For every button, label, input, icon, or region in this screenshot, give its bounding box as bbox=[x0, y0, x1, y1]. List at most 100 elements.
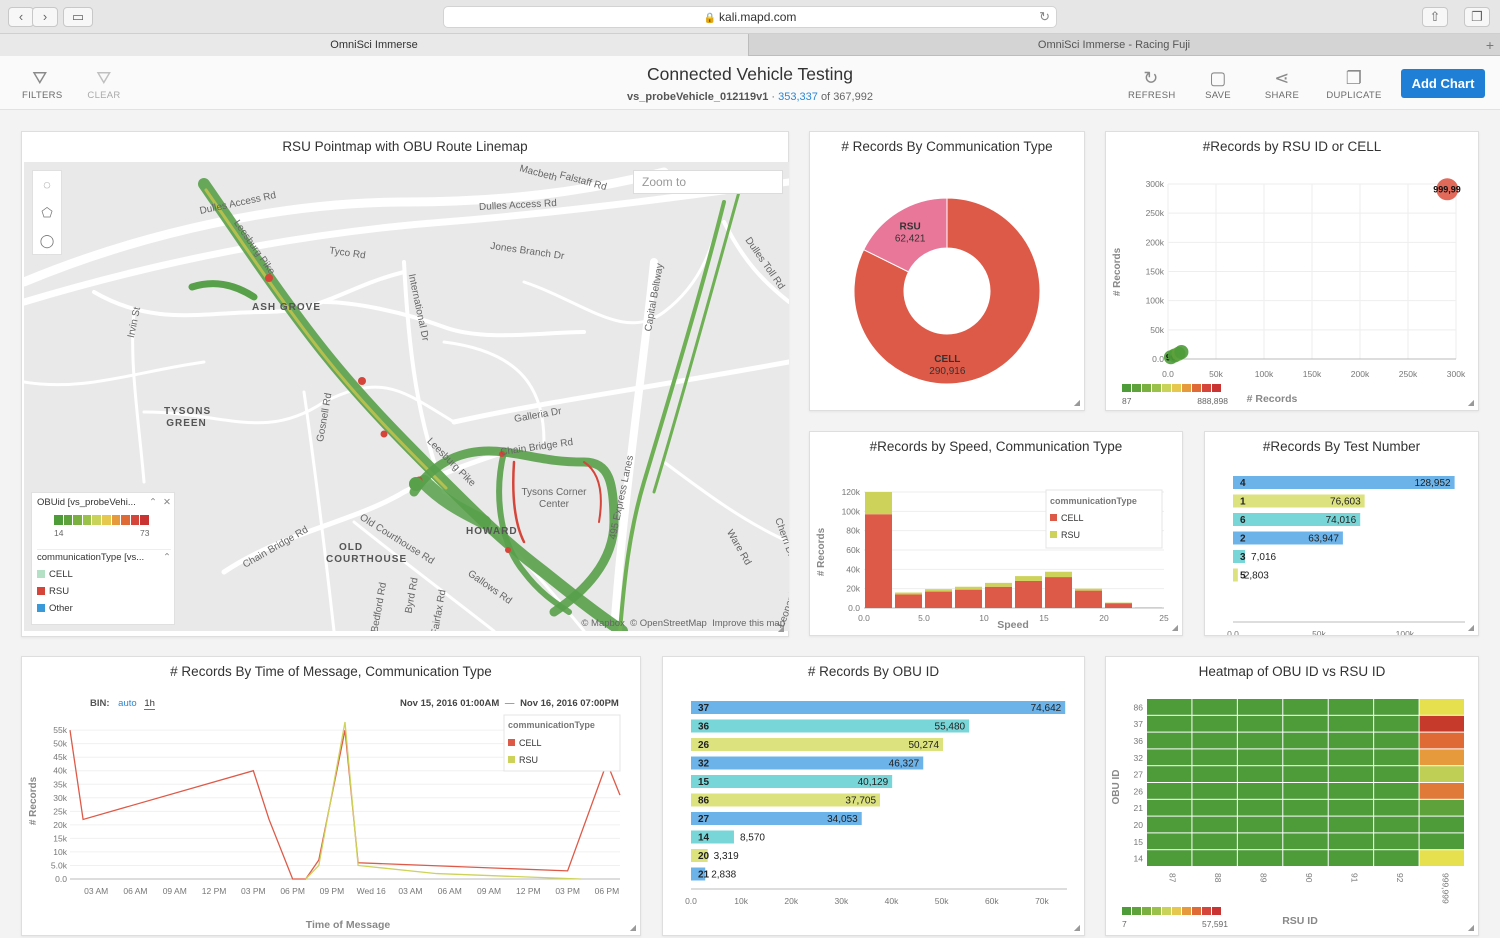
resize-handle-icon[interactable]: ◢ bbox=[1073, 923, 1080, 932]
testnum-card: #Records By Test Number 0.0 50k 100k 4 128,9… bbox=[1204, 431, 1479, 636]
forward-button[interactable]: › bbox=[32, 7, 58, 27]
tabs-overview-button[interactable]: ❐ bbox=[1464, 7, 1490, 27]
zoom-to-input[interactable]: Zoom to bbox=[633, 170, 783, 194]
collapse-icon[interactable]: ⌃ bbox=[149, 497, 157, 508]
scatter-point bbox=[1436, 178, 1459, 201]
attrib-osm[interactable]: © OpenStreetMap bbox=[630, 618, 707, 629]
attrib-improve[interactable]: Improve this map bbox=[712, 618, 785, 629]
legend-title-commtype: communicationType [vs... ⌃ bbox=[37, 549, 171, 563]
bar-category: 27 bbox=[698, 814, 710, 825]
y-tick-label: 15k bbox=[53, 833, 67, 843]
bin-control: BIN: auto 1h bbox=[90, 698, 155, 710]
x-tick-label: 91 bbox=[1349, 873, 1359, 883]
share-page-button[interactable]: ⇧ bbox=[1422, 7, 1448, 27]
heatmap-cell bbox=[1374, 715, 1419, 732]
back-button[interactable]: ‹ bbox=[8, 7, 34, 27]
legend-swatch bbox=[37, 570, 45, 578]
resize-handle-icon[interactable]: ◢ bbox=[629, 923, 636, 932]
legend-swatch bbox=[1142, 907, 1151, 915]
x-tick-label: 200k bbox=[1351, 369, 1370, 379]
save-button[interactable]: ▢ SAVE bbox=[1203, 68, 1233, 101]
lasso-select-icon[interactable]: ◯ bbox=[39, 233, 55, 248]
refresh-button[interactable]: ↻ REFRESH bbox=[1128, 68, 1175, 101]
legend-swatch bbox=[1122, 907, 1131, 915]
x-tick-label: 12 PM bbox=[516, 886, 541, 896]
legend-gradient-step bbox=[54, 515, 63, 525]
resize-handle-icon[interactable]: ◢ bbox=[1467, 923, 1474, 932]
bar-category: 5 bbox=[1240, 571, 1246, 582]
bar-row bbox=[691, 867, 706, 881]
legend-swatch bbox=[1142, 384, 1151, 392]
y-tick-label: 60k bbox=[846, 545, 860, 555]
add-chart-button[interactable]: Add Chart bbox=[1401, 69, 1485, 98]
heatmap-cell bbox=[1328, 833, 1374, 850]
y-axis-label: # Records bbox=[1112, 247, 1123, 296]
x-tick-label: 0.0 bbox=[858, 613, 870, 623]
bar-value: 40,129 bbox=[858, 777, 889, 788]
legend-item-other[interactable]: Other bbox=[37, 603, 73, 614]
y-tick-label: 100k bbox=[1146, 296, 1165, 306]
resize-handle-icon[interactable]: ◢ bbox=[1171, 623, 1178, 632]
filters-button[interactable]: ⛛ FILTERS bbox=[22, 68, 62, 101]
sidebar-toggle-button[interactable]: ▭ bbox=[63, 7, 93, 27]
resize-handle-icon[interactable]: ◢ bbox=[1467, 623, 1474, 632]
legend-title: communicationType bbox=[1050, 496, 1137, 506]
legend-swatch bbox=[1050, 531, 1057, 538]
circle-select-icon[interactable]: ◌ bbox=[43, 177, 51, 192]
address-bar[interactable]: 🔒 kali.mapd.com ↻ bbox=[443, 6, 1057, 28]
legend-item-rsu[interactable]: RSU bbox=[37, 586, 69, 597]
x-tick-label: 03 PM bbox=[555, 886, 580, 896]
heatmap-cell bbox=[1328, 783, 1374, 799]
collapse-icon[interactable]: ⌃ bbox=[163, 552, 171, 563]
browser-toolbar: ‹ › ▭ 🔒 kali.mapd.com ↻ ⇧ ❐ bbox=[0, 0, 1500, 34]
bar-row bbox=[691, 719, 970, 733]
area-label: OLD COURTHOUSE bbox=[326, 542, 408, 565]
y-axis-label: OBU ID bbox=[1111, 770, 1122, 805]
browser-tab-omnisci[interactable]: OmniSci Immerse bbox=[0, 34, 749, 56]
heatmap-cell bbox=[1328, 799, 1374, 816]
range-start[interactable]: Nov 15, 2016 01:00AM bbox=[400, 698, 500, 709]
bar-category: 1 bbox=[1240, 497, 1246, 508]
bar-row bbox=[691, 849, 708, 862]
heatmap-cell bbox=[1283, 732, 1328, 749]
x-tick-label: 50k bbox=[935, 896, 949, 906]
lock-icon: 🔒 bbox=[703, 13, 717, 24]
close-icon[interactable]: ✕ bbox=[163, 497, 171, 508]
resize-handle-icon[interactable]: ◢ bbox=[777, 624, 784, 633]
line-rsu bbox=[305, 721, 581, 880]
legend-max: 57,591 bbox=[1202, 919, 1228, 929]
clear-button[interactable]: ⛛ CLEAR bbox=[86, 68, 122, 101]
polygon-select-icon[interactable]: ⬠ bbox=[41, 205, 53, 220]
share-button[interactable]: ⋖ SHARE bbox=[1264, 68, 1300, 101]
legend-gradient-step bbox=[63, 515, 73, 525]
reload-icon[interactable]: ↻ bbox=[1039, 9, 1050, 24]
bar-value: 50,274 bbox=[908, 740, 939, 751]
new-tab-button[interactable]: + bbox=[1485, 37, 1495, 53]
heatmap-cell bbox=[1419, 816, 1464, 833]
legend-item-cell[interactable]: CELL bbox=[37, 569, 73, 580]
testnum-title: #Records By Test Number bbox=[1262, 439, 1421, 454]
clear-label: CLEAR bbox=[87, 90, 121, 101]
duplicate-button[interactable]: ❐ DUPLICATE bbox=[1326, 68, 1382, 101]
resize-handle-icon[interactable]: ◢ bbox=[1073, 398, 1080, 407]
legend-gradient-step bbox=[82, 515, 92, 525]
x-tick-label: 10k bbox=[734, 896, 748, 906]
bar-rsu bbox=[925, 589, 952, 592]
bin-auto-option[interactable]: auto bbox=[118, 698, 137, 709]
speed-title: #Records by Speed, Communication Type bbox=[869, 439, 1123, 454]
browser-tab-racing-fuji[interactable]: OmniSci Immerse - Racing Fuji bbox=[1037, 39, 1191, 51]
range-end[interactable]: Nov 16, 2016 07:00PM bbox=[520, 698, 619, 709]
bin-1h-option[interactable]: 1h bbox=[144, 698, 155, 710]
browser-tab-bar: OmniSci Immerse OmniSci Immerse - Racing… bbox=[0, 34, 1500, 56]
map-canvas[interactable]: Dulles Access Rd Dulles Access Rd Tyco R… bbox=[24, 162, 789, 631]
heatmap-cell bbox=[1192, 816, 1237, 833]
y-tick-label: 45k bbox=[53, 752, 67, 762]
bar-row bbox=[691, 775, 893, 788]
area-label: HOWARD bbox=[466, 526, 518, 537]
y-tick-label: 120k bbox=[842, 487, 861, 497]
x-tick-label: 06 PM bbox=[595, 886, 620, 896]
attrib-mapbox[interactable]: © Mapbox bbox=[581, 618, 625, 629]
y-tick-label: 40k bbox=[53, 766, 67, 776]
map-attribution: © Mapbox © OpenStreetMap Improve this ma… bbox=[581, 618, 785, 629]
resize-handle-icon[interactable]: ◢ bbox=[1467, 398, 1474, 407]
